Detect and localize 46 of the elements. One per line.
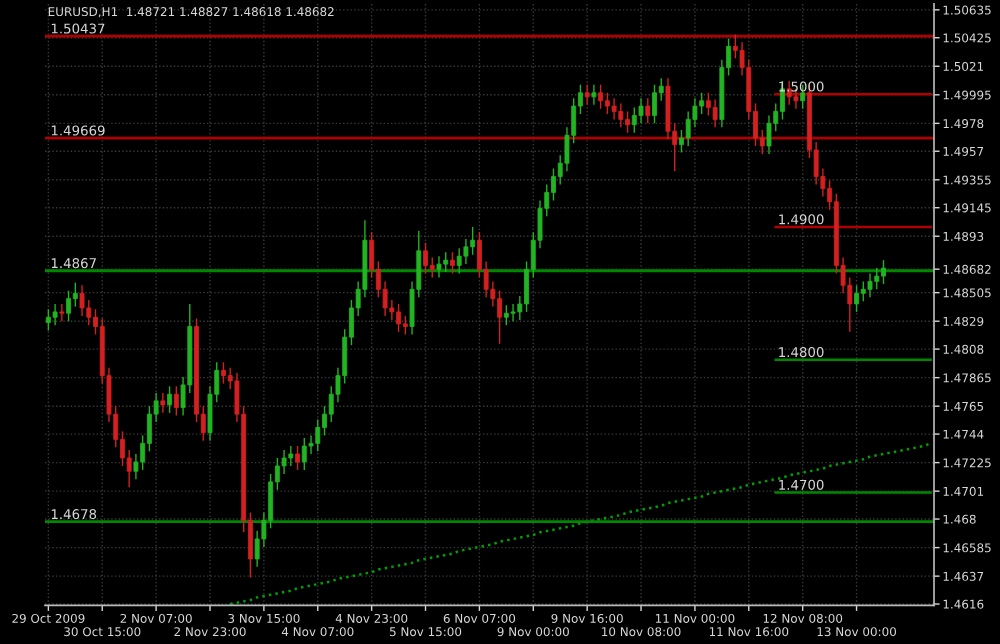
candlestick [503,304,509,326]
candlestick [301,437,307,471]
candlestick [160,392,166,414]
candlestick [295,445,300,471]
candlestick [712,98,718,129]
candlestick [315,418,321,453]
line-series [228,442,932,606]
candlestick [79,284,85,317]
candlestick [52,303,58,326]
candlestick [591,84,597,106]
candlestick [173,385,179,417]
candlestick [59,303,65,322]
candlestick [867,272,873,299]
candlestick [429,256,435,279]
candlestick [881,259,886,285]
candlestick [66,289,72,322]
candlestick [551,167,556,202]
candlestick [645,97,651,125]
candlestick [584,84,590,106]
candlestick [652,84,657,125]
candlestick [611,97,617,121]
candlestick [456,247,462,275]
candlestick [854,284,859,313]
candlestick [436,255,442,279]
candlestick [288,445,294,467]
candlestick [221,361,226,385]
candlestick [598,84,604,110]
candlestick [638,97,644,125]
candlestick [402,315,408,336]
candlestick [618,102,624,129]
candlestick [450,251,455,275]
candlestick [497,289,503,345]
candlestick [874,267,880,291]
candlestick [396,303,402,333]
candlestick [860,280,866,302]
candlestick [604,92,610,115]
candlestick [423,242,428,275]
candlestick [45,308,51,332]
candlestick [631,106,637,134]
candlestick [510,303,516,322]
candlestick [72,282,78,308]
candlestick [443,251,449,273]
candlestick [793,88,799,110]
candlestick [167,385,173,414]
candlestick [470,226,476,256]
candlestick [625,110,630,134]
